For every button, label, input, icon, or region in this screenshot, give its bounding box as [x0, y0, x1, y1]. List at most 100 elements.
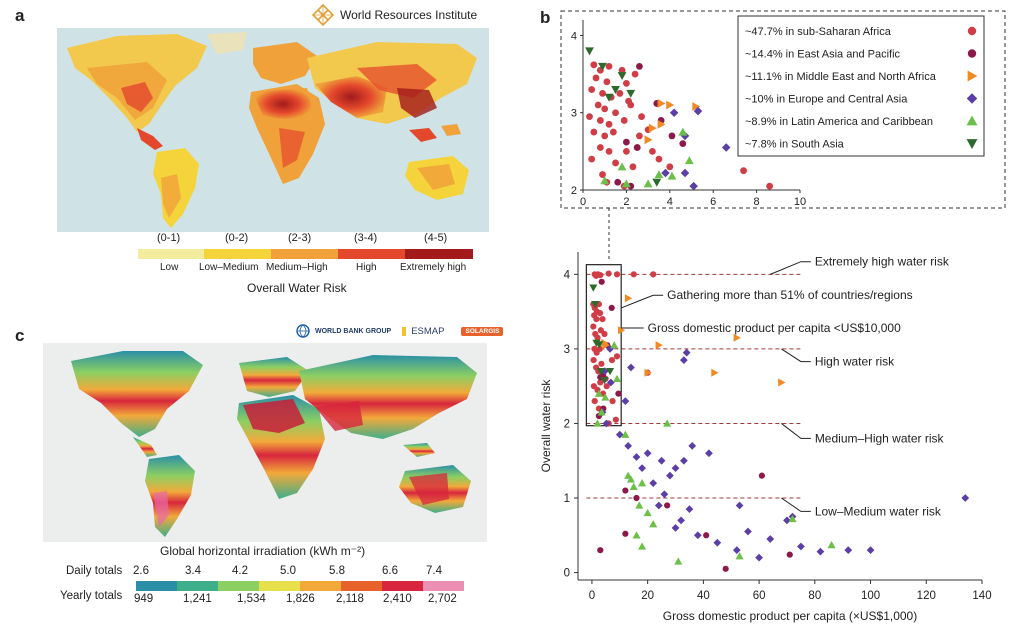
- europe: [253, 42, 317, 84]
- inset-point-ssa: [631, 70, 639, 78]
- main-point-eca: [660, 490, 669, 499]
- main-point-eca: [600, 367, 609, 376]
- daily-value: 3.4: [185, 565, 201, 577]
- risk-range-label: (2-3): [288, 232, 312, 244]
- main-point-eca: [624, 441, 633, 450]
- annotation-extremely-high: Extremely high water risk: [815, 255, 950, 269]
- risk-range-label: (0-2): [225, 232, 249, 244]
- main-point-lac: [626, 475, 635, 483]
- main-point-eca: [671, 464, 680, 473]
- irradiation-color-swatch: [218, 581, 259, 591]
- main-point-lac: [643, 508, 652, 517]
- main-point-ssa: [605, 270, 612, 277]
- main-point-lac: [594, 389, 603, 397]
- inset-legend-label: ~11.1% in Middle East and North Africa: [745, 71, 937, 83]
- main-x-tick-label: 120: [917, 590, 936, 602]
- inset-point-ssa: [599, 171, 606, 178]
- risk-colorbar: [138, 249, 473, 259]
- irradiation-title: Global horizontal irradiation (kWh m⁻²): [160, 544, 366, 558]
- main-point-eca: [685, 505, 694, 514]
- main-point-ssa: [613, 353, 621, 360]
- main-point-ssa: [595, 405, 602, 412]
- irradiation-map: [43, 343, 487, 542]
- main-point-lac: [629, 482, 638, 491]
- main-point-eca: [682, 348, 691, 357]
- main-x-tick-label: 80: [808, 590, 821, 602]
- wri-credit-text: World Resources Institute: [340, 8, 478, 22]
- inset-point-mena: [648, 123, 657, 133]
- inset-legend: ~47.7% in sub-Saharan Africa ~14.4% in Ea…: [737, 15, 985, 157]
- inset-point-ssa: [609, 128, 617, 136]
- main-point-eca: [783, 516, 791, 525]
- main-point-ssa: [597, 272, 604, 279]
- main-point-eca: [735, 501, 744, 510]
- main-point-eca: [649, 479, 658, 487]
- inset-callout-frame: [560, 10, 1006, 260]
- inset-point-ssa: [612, 159, 619, 167]
- inset-point-ssa: [649, 147, 656, 155]
- inset-point-mena: [666, 100, 675, 110]
- inset-x-tick-label: 10: [794, 196, 806, 208]
- main-point-sa: [596, 368, 605, 376]
- inset-y-tick-label: 4: [571, 30, 577, 42]
- main-point-ssa: [590, 356, 597, 364]
- inset-x-tick-label: 4: [667, 196, 673, 208]
- main-y-tick-label: 1: [564, 493, 570, 505]
- irradiation-color-swatch: [177, 581, 218, 591]
- inset-point-ssa: [601, 105, 609, 113]
- inset-x-tick-label: 2: [623, 196, 629, 208]
- main-point-eap: [622, 487, 629, 494]
- main-point-ssa: [613, 271, 621, 278]
- main-point-sa: [606, 368, 615, 376]
- inset-point-sa: [598, 62, 607, 71]
- inset-point-eca: [680, 131, 690, 141]
- inset-point-eap: [679, 140, 687, 148]
- inset-point-sa: [626, 89, 636, 98]
- main-point-ssa: [599, 315, 606, 323]
- main-point-ssa: [630, 271, 637, 278]
- daily-value: 5.8: [329, 565, 345, 577]
- risk-range-label: (3-4): [354, 232, 378, 244]
- irradiation-colorbar: [136, 581, 464, 591]
- inset-point-ssa: [629, 163, 637, 171]
- greenland: [207, 32, 247, 54]
- main-annotations: Extremely high water risk Gathering more …: [621, 255, 950, 518]
- inset-y-tick-label: 3: [571, 108, 577, 120]
- main-point-ssa: [612, 416, 619, 423]
- main-point-lac: [601, 393, 610, 401]
- wri-logo-icon: [312, 4, 334, 26]
- yearly-value: 2,410: [383, 593, 412, 605]
- solargis-logo: SOLARGIS: [461, 326, 504, 336]
- legend-marker-lac: [966, 115, 978, 126]
- inset-point-ssa: [586, 113, 593, 120]
- inset-point-ssa: [603, 78, 611, 86]
- irradiation-color-swatch: [259, 581, 300, 591]
- main-point-ssa: [590, 323, 597, 330]
- risk-swatch-extremely-high: [405, 249, 473, 259]
- irradiation-color-swatch: [341, 581, 382, 591]
- daily-value: 2.6: [133, 565, 149, 577]
- inset-point-ssa: [605, 62, 613, 70]
- main-point-sa: [589, 284, 598, 292]
- main-point-eca: [666, 471, 674, 480]
- inset-point-lac: [621, 179, 631, 188]
- inset-point-ssa: [740, 167, 747, 175]
- main-point-ssa: [608, 356, 616, 364]
- annotation-extremely-high-leader: [770, 261, 811, 275]
- main-point-eap: [758, 472, 765, 479]
- main-point-eca: [680, 456, 688, 465]
- main-scatter: 0 20 40 60 80 100 120 140 0 1 2 3 4 Gross domestic pr…: [539, 252, 992, 623]
- risk-range-label: (0-1): [157, 232, 181, 244]
- main-point-eca: [671, 523, 680, 532]
- irradiation-color-swatch: [382, 581, 423, 591]
- main-point-mena: [733, 333, 741, 342]
- annotation-high: High water risk: [815, 355, 895, 369]
- annotation-gdp-threshold: Gross domestic product per capita <US$10…: [648, 321, 901, 335]
- risk-swatch-low-medium: [204, 249, 271, 259]
- main-point-eca: [755, 553, 763, 562]
- inset-point-mena: [657, 119, 666, 129]
- legend-marker-eap: [967, 49, 977, 58]
- inset-point-ssa: [766, 182, 774, 190]
- irradiation-color-swatch: [136, 581, 177, 591]
